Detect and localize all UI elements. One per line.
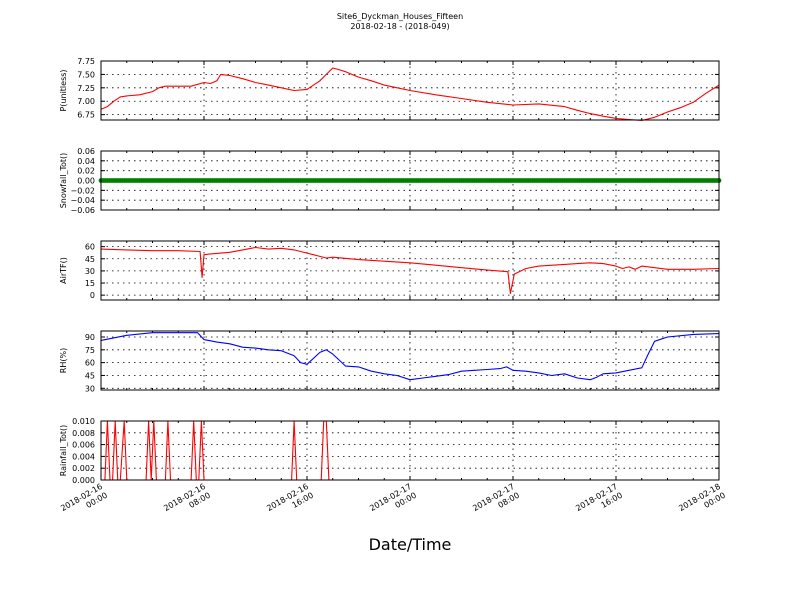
y-tick-label: 0: [90, 291, 95, 300]
y-axis-label: Snowfall_Tot(): [59, 153, 68, 209]
y-axis-label: RH(%): [59, 348, 68, 373]
panel-2: 0.060.040.020.00−0.02−0.04−0.06Snowfall_…: [59, 147, 722, 215]
y-tick-label: 30: [85, 267, 95, 276]
y-tick-label: 0.06: [77, 147, 95, 156]
plot-frame: [100, 420, 720, 481]
x-tick-labels: 2018-02-1600:00 2018-02-1608:00 2018-02-16…: [59, 482, 727, 522]
y-tick-label: 0.000: [72, 476, 95, 485]
x-tick-label: 2018-02-1800:00: [677, 482, 727, 522]
y-tick-label: −0.02: [70, 186, 95, 195]
y-tick-label: 60: [85, 359, 95, 368]
y-tick-label: 0.02: [77, 167, 95, 176]
y-tick-label: 0.008: [72, 429, 95, 438]
y-tick-label: 90: [85, 333, 95, 342]
y-tick-label: 0.004: [72, 452, 95, 461]
y-tick-label: −0.04: [70, 196, 95, 205]
y-tick-label: 0.04: [77, 157, 95, 166]
panel-5: 0.010 0.008 0.006 0.004 0.002 0.000 Rainfall_T…: [59, 417, 720, 485]
series-1: [98, 178, 722, 183]
y-axis-label: AirTF(): [59, 257, 68, 284]
x-tick-label: 2018-02-1608:00: [162, 482, 212, 522]
y-tick-label: 7.50: [77, 70, 95, 79]
y-tick-label: 45: [85, 255, 95, 264]
plot-frame: [100, 240, 720, 301]
y-axis-label: P(unitless): [59, 69, 68, 111]
y-tick-label: 7.75: [77, 57, 95, 66]
panel-4: 90 75 60 45 30 RH(%): [59, 330, 720, 393]
y-tick-label: 0.006: [72, 441, 95, 450]
y-axis-label: Rainfall_Tot(): [59, 425, 68, 477]
x-tick-label: 2018-02-1700:00: [368, 482, 418, 522]
series-line: [100, 332, 720, 381]
plot-frame: [100, 60, 720, 121]
chart-panels: 7.757.507.257.006.75P(unitless)0.060.040…: [59, 57, 722, 485]
chart-title-line-2: 2018-02-18 - (2018-049): [350, 22, 449, 31]
panel-1: 7.75 7.50 7.25 7.00 6.75 P(unitless): [59, 57, 720, 122]
plot-frame: [100, 330, 720, 391]
y-tick-label: 0.010: [72, 417, 95, 426]
y-tick-label: 7.25: [77, 84, 95, 93]
x-tick-label: 2018-02-1716:00: [574, 482, 624, 522]
y-tick-label: 15: [85, 279, 95, 288]
series-line: [100, 246, 720, 295]
y-tick-label: 30: [85, 384, 95, 393]
y-tick-label: −0.06: [70, 206, 95, 215]
x-axis-label: Date/Time: [369, 535, 452, 554]
y-tick-label: 6.75: [77, 111, 95, 120]
y-tick-label: 60: [85, 243, 95, 252]
x-tick-label: 2018-02-1616:00: [265, 482, 315, 522]
y-tick-label: 75: [85, 346, 95, 355]
y-tick-label: 45: [85, 371, 95, 380]
series-line: [100, 67, 720, 122]
chart-title-line-1: Site6_Dyckman_Houses_Fifteen: [337, 12, 463, 21]
panel-3: 60 45 30 15 0 AirTF(): [59, 240, 720, 301]
y-tick-label: 7.00: [77, 97, 95, 106]
y-tick-label: 0.00: [77, 177, 95, 186]
y-tick-label: 0.002: [72, 464, 95, 473]
x-tick-label: 2018-02-1600:00: [59, 482, 109, 522]
plot-frame: [100, 150, 720, 211]
x-tick-label: 2018-02-1708:00: [471, 482, 521, 522]
